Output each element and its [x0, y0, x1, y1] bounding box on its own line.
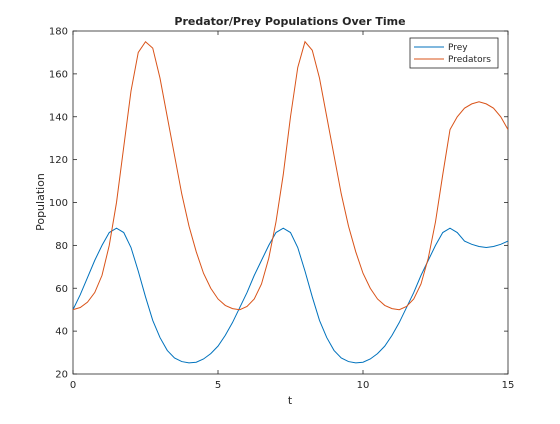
y-tick-label: 100 — [49, 198, 68, 209]
legend-box — [409, 37, 499, 69]
series-line-prey — [73, 227, 508, 364]
y-tick-label: 20 — [55, 370, 68, 381]
y-tick-label: 80 — [55, 241, 68, 252]
x-tick-label: 5 — [215, 380, 221, 391]
legend-entry: Predators — [448, 55, 491, 65]
y-tick-label: 40 — [55, 327, 68, 338]
legend: Prey Predators — [409, 37, 499, 69]
axes-box — [72, 30, 509, 375]
plot-area: 0 5 10 15 20 40 60 80 100 120 140 160 180 — [49, 27, 514, 392]
y-tick-label: 60 — [55, 284, 68, 295]
y-tick-label: 120 — [49, 155, 68, 166]
series-line-predators — [73, 40, 508, 311]
x-tick-label: 10 — [357, 380, 370, 391]
x-tick-label: 15 — [502, 380, 515, 391]
y-tick-label: 140 — [49, 112, 68, 123]
y-tick-label: 180 — [49, 27, 68, 38]
y-axis-label: Population — [34, 173, 47, 231]
x-axis-label: t — [288, 394, 293, 407]
y-tick-label: 160 — [49, 69, 68, 80]
chart-title: Predator/Prey Populations Over Time — [174, 15, 405, 28]
x-tick-label: 0 — [70, 380, 76, 391]
legend-entry: Prey — [448, 43, 468, 53]
